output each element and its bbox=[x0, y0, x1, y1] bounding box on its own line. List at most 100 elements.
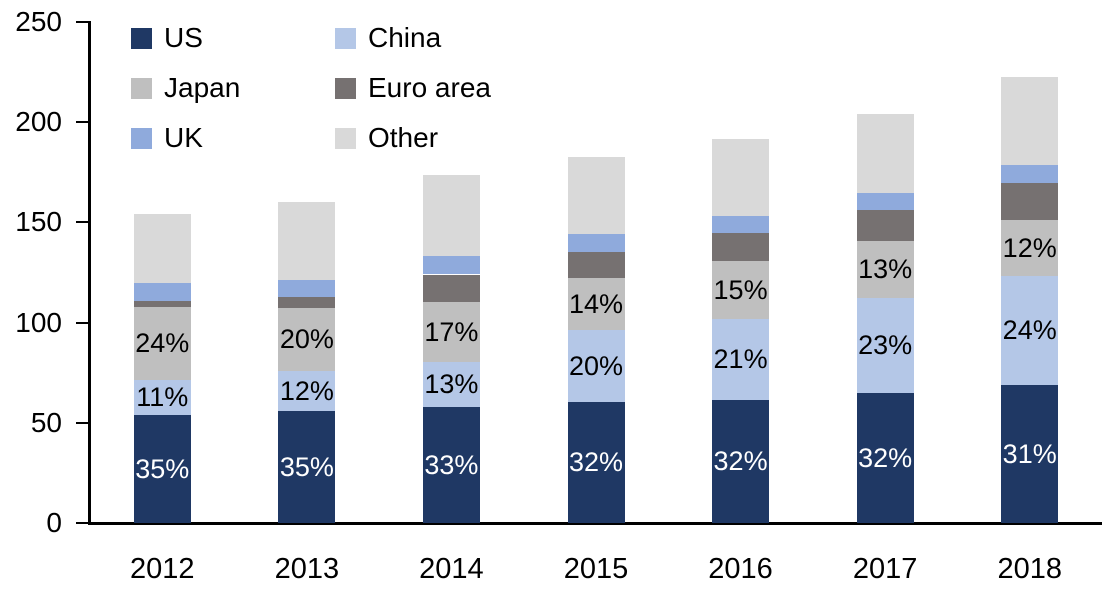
bar-segment-euro-area-2018 bbox=[1001, 183, 1059, 221]
bar-segment-euro-area-2015 bbox=[567, 252, 625, 278]
legend-label-uk: UK bbox=[164, 122, 203, 153]
bar-segment-japan-2012 bbox=[133, 306, 191, 380]
y-axis-tick bbox=[76, 522, 88, 524]
bar-label-us-2018: 31% bbox=[1002, 438, 1057, 469]
bar-label-japan-2016: 15% bbox=[713, 275, 768, 306]
bar-segment-euro-area-2012 bbox=[133, 300, 191, 307]
bar-segment-japan-2014 bbox=[422, 301, 480, 362]
bar-segment-japan-2016 bbox=[712, 261, 770, 319]
bar-segment-japan-2013 bbox=[278, 307, 336, 371]
bar-segment-euro-area-2013 bbox=[278, 296, 336, 308]
legend-swatch-japan bbox=[131, 77, 152, 99]
bar-label-us-2015: 32% bbox=[568, 447, 624, 478]
bar-segment-japan-2018 bbox=[1001, 220, 1059, 276]
bar-segment-us-2014 bbox=[422, 406, 480, 523]
bar-label-us-2017: 32% bbox=[858, 442, 913, 473]
bar-segment-us-2018 bbox=[1001, 384, 1059, 523]
bar-segment-euro-area-2014 bbox=[422, 274, 480, 302]
bar-segment-euro-area-2016 bbox=[712, 233, 770, 262]
bar-label-china-2018: 24% bbox=[1002, 315, 1057, 346]
legend-swatch-us bbox=[131, 27, 152, 49]
bar-segment-other-2016 bbox=[712, 139, 770, 217]
y-axis-tick bbox=[76, 21, 88, 23]
bar-segment-uk-2017 bbox=[856, 193, 914, 211]
bar-segment-china-2014 bbox=[422, 361, 480, 407]
bar-segment-japan-2017 bbox=[856, 241, 914, 298]
legend-swatch-other bbox=[335, 127, 356, 149]
bar-label-china-2017: 23% bbox=[858, 330, 913, 361]
y-axis-tick-label: 50 bbox=[30, 406, 62, 438]
legend-label-euro-area: Euro area bbox=[368, 72, 491, 103]
x-axis-label-2018: 2018 bbox=[997, 553, 1062, 585]
bar-label-china-2012: 11% bbox=[136, 382, 189, 413]
bar-label-china-2014: 13% bbox=[424, 369, 479, 400]
bar-segment-china-2016 bbox=[712, 318, 770, 400]
bar-segment-us-2017 bbox=[856, 392, 914, 523]
legend-item-us: US bbox=[131, 13, 335, 63]
legend-item-uk: UK bbox=[131, 113, 335, 163]
bar-segment-china-2017 bbox=[856, 297, 914, 393]
bar-label-japan-2017: 13% bbox=[858, 254, 913, 285]
y-axis-tick-label: 100 bbox=[15, 306, 62, 338]
y-axis-line bbox=[88, 21, 91, 525]
bar-label-japan-2013: 20% bbox=[279, 324, 334, 355]
bar-segment-uk-2018 bbox=[1001, 165, 1059, 184]
x-axis-line bbox=[88, 522, 1102, 525]
x-axis-label-2017: 2017 bbox=[852, 553, 918, 585]
x-axis-label-2013: 2013 bbox=[274, 553, 340, 585]
y-axis-tick bbox=[76, 221, 88, 224]
bar-label-us-2014: 33% bbox=[424, 449, 479, 480]
y-axis-tick-label: 200 bbox=[15, 106, 62, 138]
legend-swatch-euro-area bbox=[335, 77, 356, 99]
bar-segment-us-2013 bbox=[278, 410, 336, 523]
legend-swatch-uk bbox=[131, 127, 152, 149]
y-axis-tick bbox=[76, 321, 88, 324]
y-axis-tick-label: 150 bbox=[15, 206, 62, 238]
x-axis-label-2016: 2016 bbox=[708, 553, 773, 585]
bar-label-china-2015: 20% bbox=[568, 350, 624, 381]
legend-label-us: US bbox=[164, 22, 203, 53]
bar-segment-euro-area-2017 bbox=[856, 210, 914, 242]
legend-label-other: Other bbox=[368, 122, 439, 153]
legend-label-china: China bbox=[368, 22, 442, 53]
bar-segment-uk-2012 bbox=[133, 282, 191, 301]
chart-legend: US China Japan Euro area UK Other bbox=[131, 13, 655, 163]
bar-label-china-2016: 21% bbox=[713, 344, 768, 375]
bar-segment-uk-2016 bbox=[712, 216, 770, 234]
bar-segment-other-2012 bbox=[133, 214, 191, 283]
legend-item-china: China bbox=[335, 13, 655, 63]
bar-segment-uk-2014 bbox=[422, 256, 480, 275]
bar-label-japan-2015: 14% bbox=[568, 288, 624, 319]
bar-segment-uk-2015 bbox=[567, 234, 625, 253]
y-axis-tick-label: 250 bbox=[15, 6, 62, 37]
bar-label-japan-2012: 24% bbox=[135, 328, 190, 359]
y-axis-tick-label: 0 bbox=[46, 507, 62, 538]
x-axis-label-2012: 2012 bbox=[130, 553, 195, 585]
bar-segment-other-2018 bbox=[1001, 77, 1059, 166]
bar-segment-us-2016 bbox=[712, 399, 770, 523]
bar-label-japan-2018: 12% bbox=[1002, 232, 1057, 263]
y-axis-tick bbox=[76, 121, 88, 124]
bar-segment-other-2015 bbox=[567, 157, 625, 235]
bar-segment-us-2012 bbox=[133, 414, 191, 523]
bar-segment-china-2015 bbox=[567, 329, 625, 402]
legend-item-japan: Japan bbox=[131, 63, 335, 113]
bar-segment-other-2013 bbox=[278, 202, 336, 280]
bar-segment-uk-2013 bbox=[278, 279, 336, 297]
legend-label-japan: Japan bbox=[164, 72, 241, 103]
legend-swatch-china bbox=[335, 27, 356, 49]
x-axis-label-2015: 2015 bbox=[563, 553, 629, 585]
bar-segment-china-2018 bbox=[1001, 275, 1059, 385]
bar-label-japan-2014: 17% bbox=[424, 316, 479, 347]
bar-segment-other-2017 bbox=[856, 114, 914, 194]
legend-item-euro-area: Euro area bbox=[335, 63, 655, 113]
y-axis-tick bbox=[76, 421, 88, 424]
bar-segment-other-2014 bbox=[422, 175, 480, 257]
x-axis-label-2014: 2014 bbox=[419, 553, 484, 585]
legend-item-other: Other bbox=[335, 113, 655, 163]
bar-segment-japan-2015 bbox=[567, 277, 625, 330]
bar-segment-china-2012 bbox=[133, 379, 191, 415]
bar-segment-us-2015 bbox=[567, 401, 625, 523]
bar-label-us-2016: 32% bbox=[713, 446, 768, 477]
